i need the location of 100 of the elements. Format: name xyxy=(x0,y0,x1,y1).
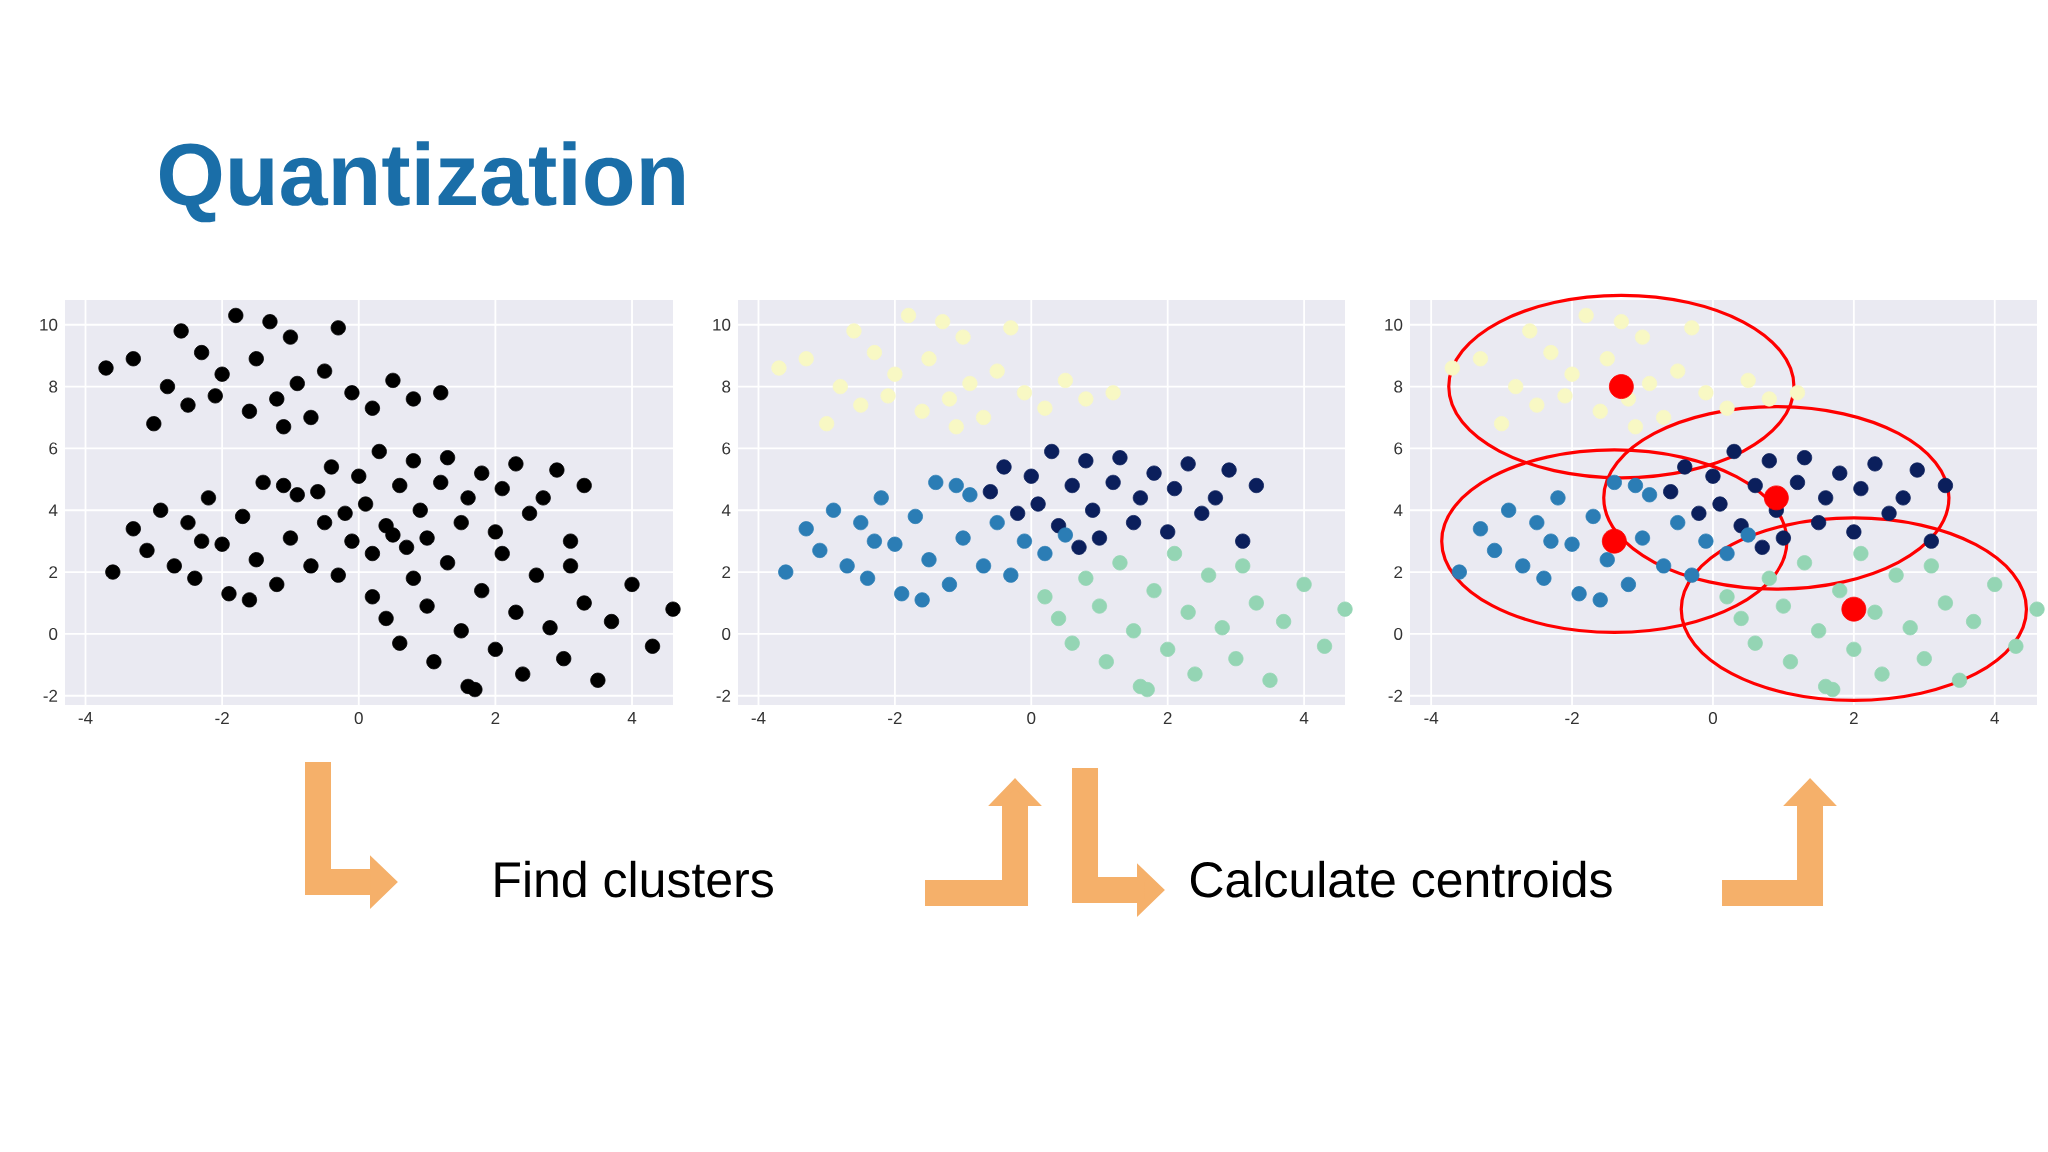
point xyxy=(1853,481,1869,497)
point xyxy=(1634,530,1651,546)
point xyxy=(798,521,814,537)
point xyxy=(1747,477,1763,494)
point xyxy=(1536,570,1552,586)
point xyxy=(1937,595,1954,611)
point xyxy=(941,576,958,593)
point xyxy=(1494,416,1510,432)
x-tick-label: 0 xyxy=(1027,712,1036,725)
point xyxy=(1316,638,1333,654)
point xyxy=(1846,641,1862,657)
point xyxy=(1337,601,1353,617)
point xyxy=(1627,419,1644,435)
point xyxy=(771,360,787,376)
point xyxy=(1867,604,1883,620)
point xyxy=(1037,545,1053,562)
point xyxy=(1085,502,1101,518)
y-tick-label: 10 xyxy=(713,318,731,331)
point xyxy=(1691,505,1707,521)
point xyxy=(1010,505,1026,521)
y-tick-label: 2 xyxy=(49,566,58,579)
point xyxy=(1296,576,1312,593)
point xyxy=(955,329,971,345)
point xyxy=(819,416,835,432)
point xyxy=(1789,385,1806,401)
point xyxy=(1071,539,1087,555)
point xyxy=(1139,681,1155,698)
point xyxy=(1016,533,1033,549)
x-tick-label: -4 xyxy=(751,712,766,724)
point xyxy=(1670,515,1686,531)
x-tick-label: -2 xyxy=(888,712,902,724)
point xyxy=(941,391,958,407)
y-tick-label: 8 xyxy=(1394,380,1403,393)
point xyxy=(853,397,869,413)
point xyxy=(1677,459,1693,475)
x-tick-label: -4 xyxy=(78,712,93,724)
point xyxy=(1747,635,1763,651)
y-tick-label: -2 xyxy=(43,689,58,702)
point xyxy=(887,536,903,552)
point xyxy=(1599,552,1615,568)
point xyxy=(1522,323,1538,339)
point xyxy=(1276,613,1292,630)
y-tick-label: 6 xyxy=(49,442,58,455)
y-tick-label: 8 xyxy=(49,380,58,393)
point xyxy=(1508,378,1524,395)
y-tick-label: 6 xyxy=(1394,442,1403,455)
y-tick-label: 6 xyxy=(722,442,731,455)
point xyxy=(1044,443,1060,460)
point xyxy=(1841,596,1867,622)
point xyxy=(860,570,876,586)
point xyxy=(1613,314,1629,330)
point xyxy=(1064,477,1080,494)
x-tick-label: -4 xyxy=(1424,712,1439,724)
point xyxy=(962,487,978,503)
point xyxy=(812,542,828,559)
point xyxy=(1937,477,1954,494)
point xyxy=(873,490,889,506)
x-tick-label: 0 xyxy=(1708,712,1717,725)
point xyxy=(1037,400,1053,416)
point xyxy=(1501,502,1517,518)
y-tick-label: 0 xyxy=(1394,627,1403,640)
point xyxy=(982,484,998,500)
point xyxy=(1789,474,1806,491)
point xyxy=(1132,490,1148,506)
point xyxy=(928,474,944,491)
y-tick-label: 4 xyxy=(48,504,58,517)
point xyxy=(1091,598,1108,614)
point xyxy=(1214,620,1230,636)
point xyxy=(866,344,883,361)
y-tick-label: 8 xyxy=(722,380,731,393)
point xyxy=(1740,527,1756,543)
point xyxy=(1003,567,1019,583)
point xyxy=(1825,681,1841,698)
point xyxy=(1881,505,1897,521)
point xyxy=(1543,533,1559,549)
point xyxy=(1601,528,1627,554)
point xyxy=(1146,583,1162,599)
point xyxy=(1796,555,1813,571)
point xyxy=(1515,558,1531,574)
point xyxy=(1180,456,1196,472)
point xyxy=(1698,385,1714,401)
point xyxy=(1867,456,1883,472)
point xyxy=(2008,638,2024,654)
point xyxy=(1451,564,1467,580)
point xyxy=(1641,375,1658,392)
point xyxy=(880,388,896,404)
point xyxy=(846,323,862,339)
point xyxy=(1050,610,1067,627)
point xyxy=(1951,672,1968,688)
point xyxy=(1550,490,1566,506)
point xyxy=(1775,530,1791,546)
y-tick-label: 2 xyxy=(1394,566,1403,579)
x-tick-label: -2 xyxy=(215,712,229,724)
point xyxy=(1057,372,1073,388)
point xyxy=(1248,477,1264,494)
point xyxy=(914,403,930,419)
point xyxy=(1832,583,1848,599)
point xyxy=(1248,595,1264,611)
y-tick-label: 10 xyxy=(40,318,58,331)
point xyxy=(1112,555,1128,571)
